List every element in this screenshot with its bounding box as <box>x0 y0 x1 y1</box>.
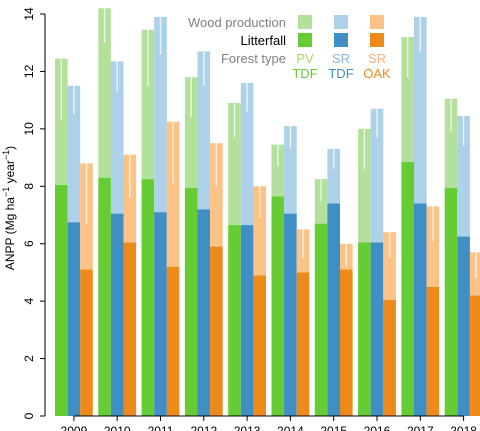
bar-litterfall-2018-s2 <box>470 295 480 416</box>
bar-litterfall-2017-s0 <box>401 162 414 416</box>
x-tick-label-2012: 2012 <box>190 424 217 431</box>
legend-code-pv: PV <box>296 51 314 66</box>
bar-litterfall-2012-s2 <box>210 247 223 416</box>
y-tick-label-10: 10 <box>22 122 36 136</box>
bar-litterfall-2010-s2 <box>124 242 137 416</box>
bar-litterfall-2012-s0 <box>185 188 198 416</box>
bar-litterfall-2011-s0 <box>142 179 155 416</box>
bar-litterfall-2009-s1 <box>68 222 81 416</box>
x-tick-label-2010: 2010 <box>104 424 131 431</box>
legend-litterfall-label: Litterfall <box>240 33 286 48</box>
y-axis-label: ANPP (Mg ha−1 year−1) <box>1 146 17 270</box>
legend-code-sr-2: SR <box>368 51 386 66</box>
y-tick-label-6: 6 <box>22 240 36 247</box>
bar-litterfall-2013-s1 <box>241 225 254 416</box>
bar-litterfall-2015-s2 <box>340 270 353 416</box>
x-tick-label-2011: 2011 <box>148 424 174 431</box>
bar-litterfall-2018-s1 <box>457 237 470 416</box>
y-tick-label-0: 0 <box>22 412 36 419</box>
bar-litterfall-2014-s0 <box>272 196 285 416</box>
bar-litterfall-2017-s2 <box>427 287 440 416</box>
legend: Wood production Litterfall Forest type P… <box>188 15 391 81</box>
bar-litterfall-2014-s1 <box>284 214 297 416</box>
y-tick-label-4: 4 <box>22 297 36 304</box>
x-tick-label-2009: 2009 <box>61 424 88 431</box>
x-tick-label-2015: 2015 <box>320 424 347 431</box>
legend-swatch-wood-sr-oak <box>370 15 384 29</box>
bar-litterfall-2013-s2 <box>253 275 266 416</box>
x-tick-label-2018: 2018 <box>450 424 477 431</box>
bar-litterfall-2014-s2 <box>297 272 310 416</box>
bar-litterfall-2009-s2 <box>80 270 93 416</box>
y-tick-label-8: 8 <box>22 183 36 190</box>
y-tick-label-12: 12 <box>22 64 36 78</box>
x-tick-label-2014: 2014 <box>277 424 304 431</box>
bar-litterfall-2010-s1 <box>111 214 124 416</box>
bar-litterfall-2010-s0 <box>98 178 111 416</box>
legend-swatch-wood-pv-tdf <box>298 15 312 29</box>
bar-litterfall-2016-s1 <box>371 242 384 416</box>
y-tick-label-2: 2 <box>22 355 36 362</box>
x-tick-label-2016: 2016 <box>364 424 391 431</box>
legend-type-tdf-1: TDF <box>292 66 317 81</box>
bar-litterfall-2012-s1 <box>198 209 211 416</box>
bar-litterfall-2009-s0 <box>55 185 68 416</box>
bar-wood-2018-s2 <box>470 252 480 295</box>
legend-swatch-wood-sr-tdf <box>334 15 348 29</box>
legend-swatch-litter-sr-oak <box>370 33 384 47</box>
bar-litterfall-2016-s0 <box>358 242 371 416</box>
legend-swatch-litter-sr-tdf <box>334 33 348 47</box>
bar-litterfall-2013-s0 <box>228 225 241 416</box>
x-tick-label-2013: 2013 <box>234 424 261 431</box>
legend-swatch-litter-pv-tdf <box>298 33 312 47</box>
bar-litterfall-2015-s1 <box>327 204 340 416</box>
legend-wood-production-label: Wood production <box>188 15 286 30</box>
bar-litterfall-2011-s1 <box>154 212 167 416</box>
y-tick-label-14: 14 <box>22 7 36 21</box>
legend-forest-type-label: Forest type <box>221 51 286 66</box>
bar-litterfall-2015-s0 <box>315 224 328 416</box>
legend-type-tdf-2: TDF <box>328 66 353 81</box>
bar-litterfall-2016-s2 <box>383 300 396 416</box>
bar-litterfall-2011-s2 <box>167 267 180 416</box>
bar-litterfall-2017-s1 <box>414 204 427 416</box>
bars-layer <box>55 8 480 416</box>
bar-litterfall-2018-s0 <box>445 188 458 416</box>
legend-code-sr-1: SR <box>332 51 350 66</box>
x-tick-label-2017: 2017 <box>407 424 434 431</box>
legend-type-oak: OAK <box>363 66 391 81</box>
